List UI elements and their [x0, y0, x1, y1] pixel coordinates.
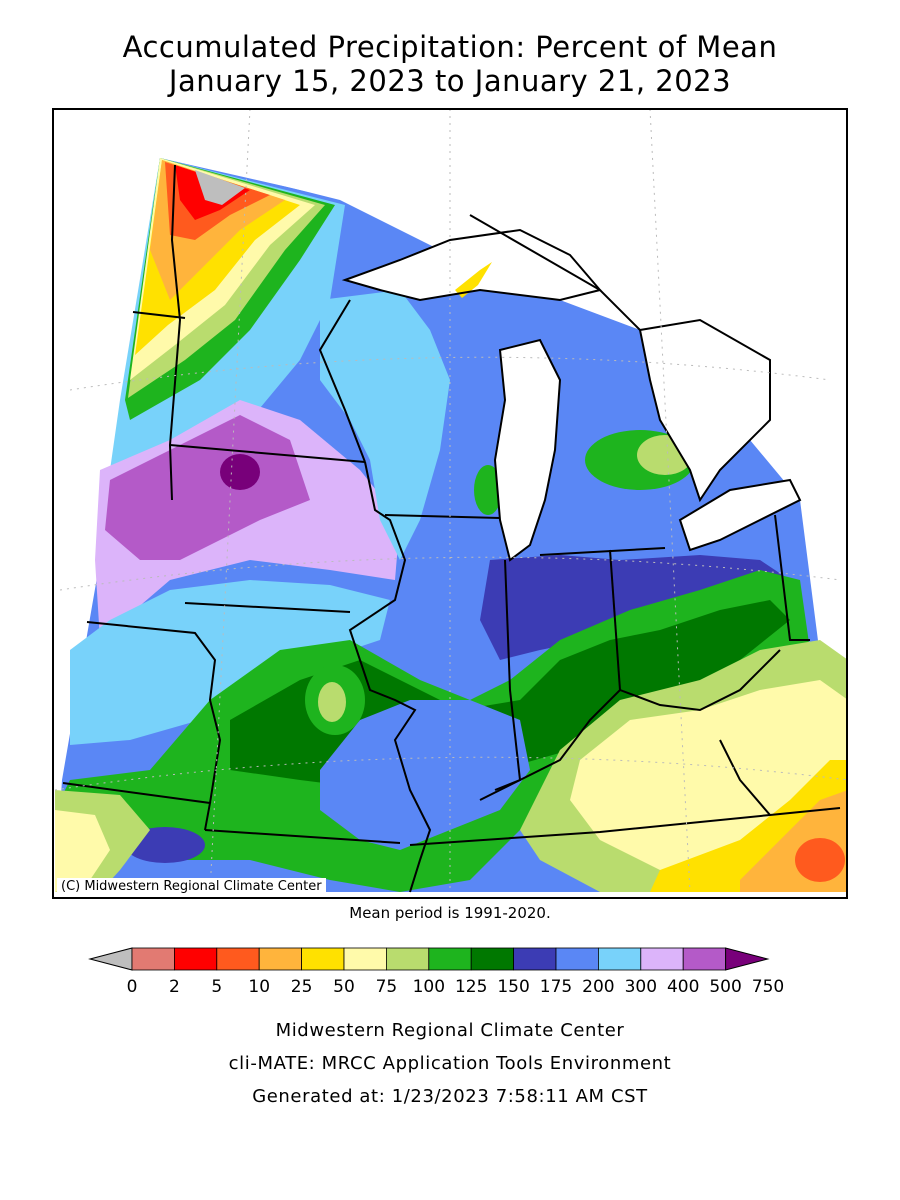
lake-michigan-shore [493, 338, 562, 562]
ky-tn-line [409, 807, 841, 846]
legend-label: 100 [413, 977, 445, 997]
lake-erie [680, 480, 800, 550]
legend-swatch [682, 947, 727, 971]
nd-sd-line [132, 311, 186, 319]
map-title-line1: Accumulated Precipitation: Percent of Me… [122, 30, 778, 64]
legend-swatch [598, 947, 642, 971]
legend-swatch [640, 947, 684, 971]
wet-darkpurple [220, 454, 260, 490]
legend-label: 200 [582, 977, 614, 997]
legend-swatch [513, 947, 557, 971]
darkblue-central [480, 555, 790, 660]
legend-label: 750 [752, 977, 784, 997]
nw-band-gray [195, 170, 245, 205]
legend-label: 50 [333, 977, 355, 997]
mn-wi-line [318, 299, 366, 463]
legend-label: 75 [376, 977, 398, 997]
legend-label: 400 [667, 977, 699, 997]
mississippi-river [348, 461, 432, 893]
legend-swatch [428, 947, 472, 971]
se-redorange [795, 838, 845, 882]
wet-purple [105, 415, 310, 560]
blue-illinois [320, 700, 530, 850]
footer-org: Midwestern Regional Climate Center [275, 1020, 625, 1041]
lake-mi-green [474, 465, 502, 515]
legend-label: 5 [211, 977, 222, 997]
legend-label: 25 [291, 977, 313, 997]
oh-mi-line [539, 547, 666, 556]
ohio-river [479, 649, 781, 801]
legend-arrow-right [725, 947, 770, 971]
legend-label: 150 [497, 977, 529, 997]
sd-ne-line [86, 621, 222, 804]
footer-tool: cli-MATE: MRCC Application Tools Environ… [228, 1053, 672, 1074]
lake-huron-east [640, 320, 770, 500]
lightblue-west [70, 580, 390, 745]
legend-labels: 0 2 5 10 25 50 75 100 125 150 175 200 300 400 500 750 [127, 977, 785, 997]
contour-fill-layer [55, 109, 847, 892]
lake-superior [345, 230, 600, 300]
ia-mo-line [184, 602, 351, 613]
legend-label: 300 [625, 977, 657, 997]
graticule [54, 109, 847, 893]
in-oh-line [609, 549, 621, 691]
legend-label: 2 [169, 977, 180, 997]
legend-boxes [88, 947, 770, 971]
il-in-line [494, 559, 522, 791]
legend-swatch [216, 947, 260, 971]
legend-label: 10 [248, 977, 270, 997]
legend-swatch [343, 947, 387, 971]
footer-generated: Generated at: 1/23/2023 7:58:11 AM CST [252, 1086, 648, 1107]
legend-label: 0 [127, 977, 138, 997]
legend-swatch [258, 947, 303, 971]
lake-erie-shore [678, 478, 802, 552]
sw-lightyellow [55, 810, 110, 892]
lake-huron-shore [638, 318, 771, 503]
legend-swatch [385, 947, 430, 971]
lightblue-wi [320, 290, 450, 560]
legend-swatch [301, 947, 345, 971]
wi-il-line [384, 514, 501, 519]
oh-pa-line [774, 514, 810, 641]
ia-mn-line [169, 444, 366, 463]
mo-ar-line [204, 829, 401, 844]
legend-label: 500 [709, 977, 741, 997]
map-frame [52, 108, 848, 899]
legend-swatch [173, 947, 218, 971]
legend-swatch [555, 947, 599, 971]
wv-ky-line [719, 739, 771, 816]
legend-arrow-left [88, 947, 133, 971]
copyright-label: (C) Midwestern Regional Climate Center [57, 878, 326, 895]
white-north-canada [200, 109, 847, 500]
color-legend: 0 2 5 10 25 50 75 100 125 150 175 200 300 400 500 750 [88, 947, 785, 997]
lightgreen-blob-ia [318, 682, 346, 722]
keweenaw-yellow [455, 262, 492, 298]
map-title-line2: January 15, 2023 to January 21, 2023 [168, 64, 732, 98]
legend-swatch [470, 947, 515, 971]
mi-up-line [469, 214, 641, 331]
legend-label: 125 [455, 977, 487, 997]
mn-nd-line [168, 164, 182, 501]
lake-michigan [495, 340, 560, 560]
mean-period-note: Mean period is 1991-2020. [349, 904, 551, 922]
legend-label: 175 [540, 977, 572, 997]
boundary-lines [62, 164, 841, 893]
legend-swatch [131, 947, 175, 971]
